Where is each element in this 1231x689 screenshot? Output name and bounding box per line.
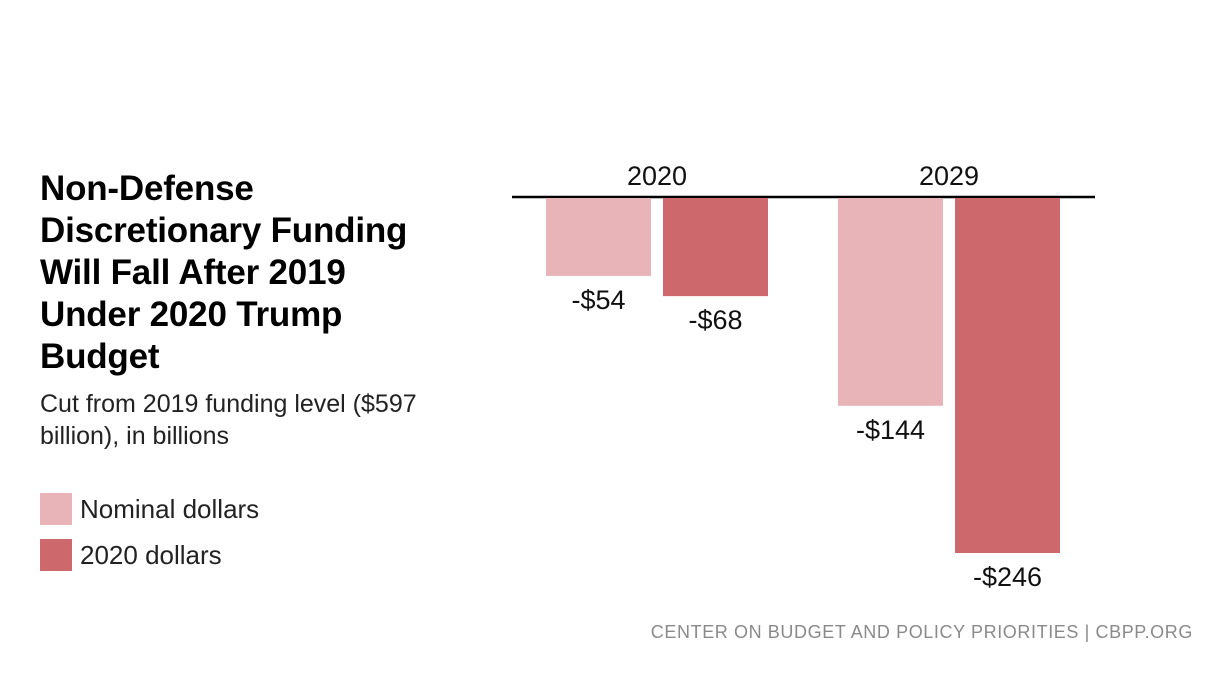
data-label-2029-series-1: -$246	[973, 562, 1042, 592]
bar-2029-series-0	[838, 198, 943, 406]
data-label-2020-series-0: -$54	[571, 285, 625, 315]
data-label-2029-series-0: -$144	[856, 415, 925, 445]
legend-item-2020-dollars: 2020 dollars	[40, 538, 259, 572]
chart-subtitle: Cut from 2019 funding level ($597 billio…	[40, 390, 417, 450]
source-credit: CENTER ON BUDGET AND POLICY PRIORITIES |…	[650, 622, 1193, 642]
legend-swatch-2020-dollars	[40, 539, 72, 571]
chart-title: Non-Defense Discretionary Funding Will F…	[40, 169, 408, 376]
legend-swatch-nominal	[40, 493, 72, 525]
legend-item-nominal: Nominal dollars	[40, 492, 259, 526]
legend-label-2020-dollars: 2020 dollars	[80, 539, 222, 570]
data-label-2020-series-1: -$68	[688, 305, 742, 335]
legend-label-nominal: Nominal dollars	[80, 493, 260, 524]
bar-2029-series-1	[955, 198, 1060, 553]
x-tick-label-2029: 2029	[919, 161, 979, 191]
bar-2020-series-1	[663, 198, 768, 297]
x-tick-label-2020: 2020	[627, 161, 687, 191]
bar-2020-series-0	[546, 198, 651, 276]
legend: Nominal dollars 2020 dollars	[40, 492, 259, 584]
